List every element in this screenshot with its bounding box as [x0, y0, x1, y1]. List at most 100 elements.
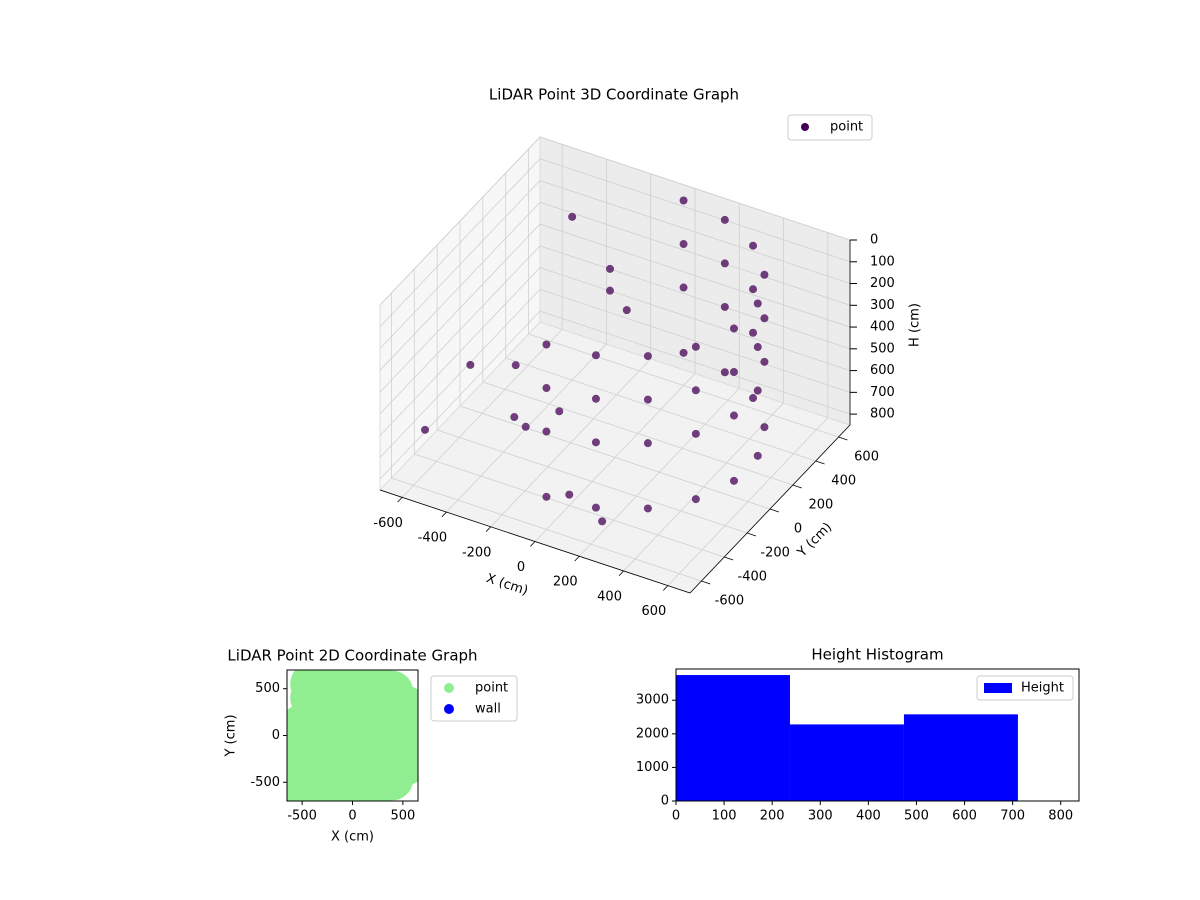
grid-line	[505, 357, 816, 462]
point	[720, 302, 729, 311]
point	[720, 368, 729, 377]
y-tick-label: 0	[661, 794, 669, 809]
point	[760, 270, 769, 279]
point	[542, 384, 551, 393]
point	[760, 314, 769, 323]
x-tick-label: 300	[808, 809, 833, 824]
z-tick-label: 800	[870, 407, 895, 422]
x-tick-label: 400	[597, 589, 622, 604]
x-tick-label: 200	[553, 575, 578, 590]
legend-label: point	[475, 681, 508, 696]
legend-box	[430, 675, 518, 722]
grid-line	[539, 180, 851, 284]
chart-title: Height Histogram	[811, 646, 943, 664]
y-tick-label: -200	[760, 546, 790, 561]
point	[720, 215, 729, 224]
point	[511, 361, 520, 370]
grid-line	[539, 223, 851, 328]
tick-mark	[662, 585, 669, 591]
chart-title: LiDAR Point 2D Coordinate Graph	[227, 647, 477, 665]
point	[521, 422, 530, 431]
y-tick-label: 3000	[636, 693, 669, 708]
point	[720, 259, 729, 268]
grid-line	[379, 158, 541, 328]
z-tick-label: 200	[870, 276, 895, 291]
legend-marker	[444, 683, 454, 693]
point	[691, 495, 700, 504]
point	[679, 240, 688, 249]
point	[760, 357, 769, 366]
point	[729, 367, 738, 376]
legend-box	[976, 675, 1074, 701]
y-tick-label: 0	[794, 522, 802, 537]
point	[565, 490, 574, 499]
y-tick-label: 1000	[636, 760, 669, 775]
axis-line	[379, 489, 691, 594]
point	[591, 503, 600, 512]
point	[606, 286, 614, 295]
point	[598, 517, 607, 526]
x-tick-label: 0	[348, 809, 356, 824]
tick-mark	[838, 436, 848, 441]
y-tick-label: -400	[738, 570, 768, 585]
grid-line	[539, 267, 851, 371]
grid-line	[391, 477, 702, 582]
point	[622, 306, 631, 315]
x-tick-label: 500	[390, 809, 415, 824]
grid-line	[379, 245, 541, 415]
point	[643, 352, 652, 361]
point	[591, 438, 600, 447]
point	[679, 196, 688, 205]
bar	[676, 675, 790, 801]
y-axis-label: Y (cm)	[224, 714, 239, 757]
point	[643, 395, 652, 404]
grid-line	[379, 289, 541, 458]
plot-area	[287, 670, 418, 801]
legend-label: wall	[475, 702, 501, 717]
x-tick-label: 500	[904, 809, 929, 824]
tick-mark	[397, 497, 403, 503]
y-tick-label: 0	[272, 728, 280, 743]
tick-mark	[574, 555, 580, 562]
point	[355, 741, 400, 786]
y-tick-label: 400	[831, 474, 856, 489]
point	[753, 386, 762, 395]
z-tick-label: 100	[870, 254, 895, 269]
point	[753, 451, 762, 460]
point	[753, 343, 762, 352]
point	[643, 439, 652, 448]
point	[421, 425, 429, 434]
point	[591, 351, 600, 360]
x-axis-label: X (cm)	[484, 571, 530, 599]
x-tick-label: 200	[760, 809, 785, 824]
bar	[789, 724, 904, 801]
grid-line	[379, 180, 541, 349]
y-tick-label: 600	[854, 450, 879, 465]
point	[606, 264, 614, 273]
bar	[903, 714, 1018, 801]
x-tick-label: -600	[373, 516, 403, 531]
point	[691, 342, 700, 351]
point	[691, 429, 700, 438]
point	[466, 360, 475, 369]
tick-mark	[815, 460, 825, 465]
tick-mark	[485, 526, 492, 532]
point	[691, 386, 700, 395]
z-tick-label: 300	[870, 298, 895, 313]
point	[729, 324, 738, 333]
x-tick-label: 600	[641, 604, 666, 619]
x-tick-label: 800	[1048, 809, 1073, 824]
x-tick-label: -400	[418, 531, 448, 546]
y-tick-label: 200	[808, 498, 833, 513]
point	[510, 413, 519, 422]
point	[591, 394, 600, 403]
x-tick-label: 100	[712, 809, 737, 824]
grid-line	[539, 245, 851, 350]
point	[749, 394, 758, 403]
point	[749, 328, 758, 337]
point	[749, 241, 758, 250]
x-tick-label: 0	[517, 560, 525, 575]
legend-box	[787, 114, 873, 141]
point	[555, 407, 564, 416]
